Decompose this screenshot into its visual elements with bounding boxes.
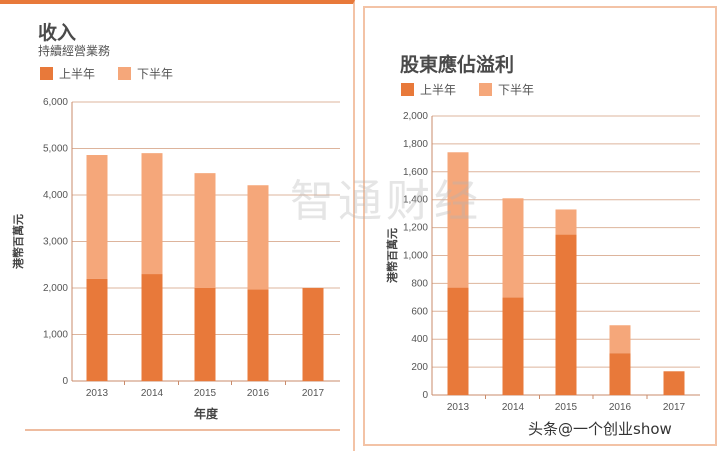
bar-first-half-2013 <box>447 287 469 395</box>
y-tick-label: 6,000 <box>43 97 68 108</box>
y-axis-label: 港幣百萬元 <box>385 228 399 283</box>
bar-first-half-2015 <box>555 234 577 395</box>
y-tick-label: 1,000 <box>403 251 428 262</box>
x-tick-label: 2016 <box>609 402 632 413</box>
bar-second-half-2016 <box>247 185 269 290</box>
legend-item-second-half: 下半年 <box>479 81 534 98</box>
x-tick-label: 2015 <box>194 388 217 399</box>
revenue-chart-panel <box>0 0 355 451</box>
legend-label: 下半年 <box>137 67 174 81</box>
chart-subtitle: 持續經營業務 <box>38 44 111 58</box>
chart-title: 收入 <box>38 22 77 44</box>
y-tick-label: 1,800 <box>403 139 428 150</box>
y-tick-label: 400 <box>411 334 428 345</box>
y-tick-label: 5,000 <box>43 144 68 155</box>
legend-label: 上半年 <box>59 67 96 81</box>
legend-swatch <box>40 67 53 80</box>
x-tick-label: 2014 <box>141 388 164 399</box>
legend-item-first-half: 上半年 <box>401 81 456 98</box>
bar-second-half-2015 <box>194 173 216 288</box>
legend-item-second-half: 下半年 <box>118 65 173 82</box>
y-tick-label: 1,000 <box>43 330 68 341</box>
y-tick-label: 2,000 <box>43 283 68 294</box>
x-tick-label: 2013 <box>86 388 109 399</box>
watermark-logo: 智通财经 <box>290 176 482 227</box>
legend-label: 上半年 <box>420 83 457 97</box>
bar-second-half-2013 <box>86 155 108 279</box>
bar-first-half-2017 <box>302 288 324 381</box>
profit-chart-panel <box>363 6 717 446</box>
bar-second-half-2013 <box>447 152 469 288</box>
bar-first-half-2016 <box>247 289 269 381</box>
y-tick-label: 0 <box>62 376 68 387</box>
bar-second-half-2016 <box>609 325 631 354</box>
legend-swatch <box>401 83 414 96</box>
x-tick-label: 2015 <box>555 402 578 413</box>
chart-title: 股東應佔溢利 <box>400 54 515 76</box>
x-axis-label: 年度 <box>194 406 219 421</box>
legend-swatch <box>118 67 131 80</box>
bar-first-half-2013 <box>86 278 108 381</box>
bar-first-half-2014 <box>502 297 524 395</box>
legend-item-first-half: 上半年 <box>40 65 95 82</box>
footer-watermark: 头条@一个创业show <box>528 420 672 438</box>
y-tick-label: 2,000 <box>403 111 428 122</box>
y-tick-label: 1,600 <box>403 167 428 178</box>
x-tick-label: 2014 <box>502 402 525 413</box>
bar-first-half-2016 <box>609 353 631 395</box>
bar-second-half-2014 <box>141 153 163 275</box>
bar-first-half-2017 <box>663 371 685 395</box>
y-tick-label: 4,000 <box>43 190 68 201</box>
y-tick-label: 1,400 <box>403 195 428 206</box>
legend-swatch <box>479 83 492 96</box>
x-tick-label: 2013 <box>447 402 470 413</box>
y-tick-label: 600 <box>411 306 428 317</box>
x-tick-label: 2017 <box>302 388 325 399</box>
y-tick-label: 1,200 <box>403 223 428 234</box>
legend-label: 下半年 <box>498 83 535 97</box>
y-tick-label: 800 <box>411 278 428 289</box>
y-axis-label: 港幣百萬元 <box>11 214 25 269</box>
x-tick-label: 2016 <box>247 388 270 399</box>
bar-first-half-2015 <box>194 288 216 381</box>
y-tick-label: 200 <box>411 362 428 373</box>
y-tick-label: 3,000 <box>43 237 68 248</box>
y-tick-label: 0 <box>422 390 428 401</box>
x-tick-label: 2017 <box>663 402 686 413</box>
bar-second-half-2015 <box>555 209 577 235</box>
bar-second-half-2014 <box>502 198 524 298</box>
bar-first-half-2014 <box>141 274 163 381</box>
